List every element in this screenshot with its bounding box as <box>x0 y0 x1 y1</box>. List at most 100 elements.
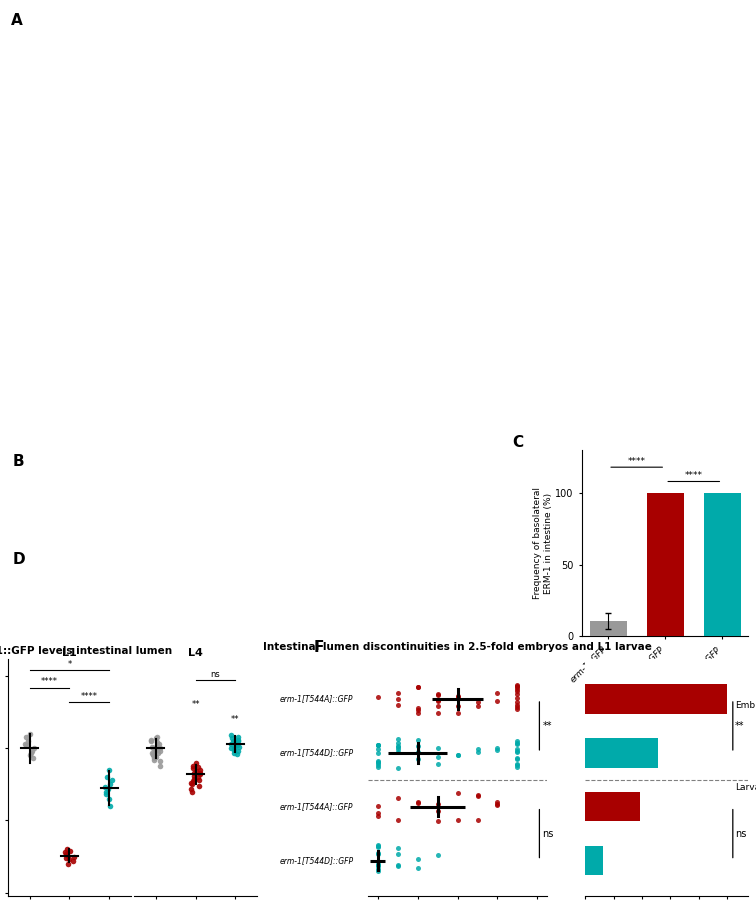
Point <box>28 741 40 755</box>
Point <box>472 745 484 760</box>
Point <box>392 859 404 873</box>
Text: Embryos: Embryos <box>735 701 756 710</box>
Point <box>26 745 38 760</box>
Point <box>372 806 384 820</box>
Point <box>491 798 503 813</box>
Point <box>372 760 384 775</box>
Point <box>392 691 404 706</box>
Point <box>411 795 423 809</box>
Point <box>63 852 75 867</box>
Point <box>22 734 34 748</box>
Point <box>194 773 206 788</box>
Point <box>432 756 444 770</box>
Point <box>150 750 162 764</box>
Point <box>27 752 39 766</box>
Point <box>188 769 200 783</box>
Bar <box>646 493 683 636</box>
Point <box>451 690 463 705</box>
Point <box>451 706 463 721</box>
Point <box>154 741 166 755</box>
Point <box>101 784 113 798</box>
Point <box>432 687 444 701</box>
Text: D: D <box>13 553 26 567</box>
Point <box>147 752 160 767</box>
Point <box>61 848 73 862</box>
Point <box>392 739 404 753</box>
Point <box>372 859 384 873</box>
Text: ERM-1::GFP levels intestinal lumen: ERM-1::GFP levels intestinal lumen <box>0 646 172 656</box>
Text: B: B <box>13 454 24 469</box>
Point <box>372 754 384 769</box>
Point <box>411 700 423 715</box>
Point <box>432 750 444 764</box>
Point <box>228 735 240 750</box>
Point <box>511 760 523 774</box>
Point <box>145 734 157 748</box>
Point <box>411 861 423 876</box>
Bar <box>704 493 741 636</box>
Point <box>61 857 73 871</box>
Point <box>472 695 484 709</box>
Point <box>227 734 239 748</box>
Point <box>231 744 243 759</box>
Point <box>64 843 76 858</box>
Text: A: A <box>11 13 23 28</box>
Point <box>60 842 73 857</box>
Point <box>411 680 423 695</box>
Point <box>511 683 523 698</box>
Point <box>102 781 114 796</box>
Point <box>185 776 197 790</box>
Point <box>228 742 240 757</box>
Point <box>104 777 116 791</box>
Point <box>372 756 384 770</box>
Point <box>511 702 523 716</box>
Point <box>59 845 71 859</box>
Point <box>187 774 200 788</box>
Point <box>372 738 384 752</box>
Title: L4: L4 <box>188 648 203 658</box>
Point <box>231 738 243 752</box>
Point <box>511 678 523 692</box>
Point <box>187 759 199 773</box>
Point <box>392 686 404 700</box>
Point <box>60 850 73 865</box>
Text: ****: **** <box>81 691 98 700</box>
Point <box>225 741 237 755</box>
Point <box>411 796 423 810</box>
Point <box>106 773 118 788</box>
Point <box>491 686 503 700</box>
Point <box>20 738 33 752</box>
Point <box>153 737 165 751</box>
Point <box>99 780 111 795</box>
Point <box>511 679 523 693</box>
Text: **: ** <box>231 715 240 724</box>
Text: F: F <box>314 640 324 654</box>
Point <box>150 731 162 745</box>
Point <box>372 798 384 813</box>
Point <box>67 853 79 868</box>
Point <box>411 703 423 717</box>
Point <box>511 745 523 760</box>
Title: L1: L1 <box>62 648 77 658</box>
Text: erm-1[T544D]::GFP: erm-1[T544D]::GFP <box>279 856 353 865</box>
Point <box>511 700 523 715</box>
Point <box>101 770 113 784</box>
Bar <box>585 684 727 714</box>
Point <box>411 744 423 759</box>
Point <box>432 848 444 862</box>
Point <box>432 693 444 707</box>
Text: erm-1[T544D]::GFP: erm-1[T544D]::GFP <box>279 749 353 758</box>
Point <box>154 754 166 769</box>
Point <box>511 752 523 766</box>
Bar <box>585 846 603 876</box>
Point <box>372 838 384 852</box>
Point <box>432 797 444 812</box>
Point <box>372 857 384 871</box>
Text: **: ** <box>542 721 552 731</box>
Text: ****: **** <box>685 471 703 480</box>
Point <box>511 744 523 759</box>
Point <box>451 786 463 800</box>
Point <box>190 764 202 778</box>
Point <box>451 699 463 714</box>
Point <box>192 770 204 784</box>
